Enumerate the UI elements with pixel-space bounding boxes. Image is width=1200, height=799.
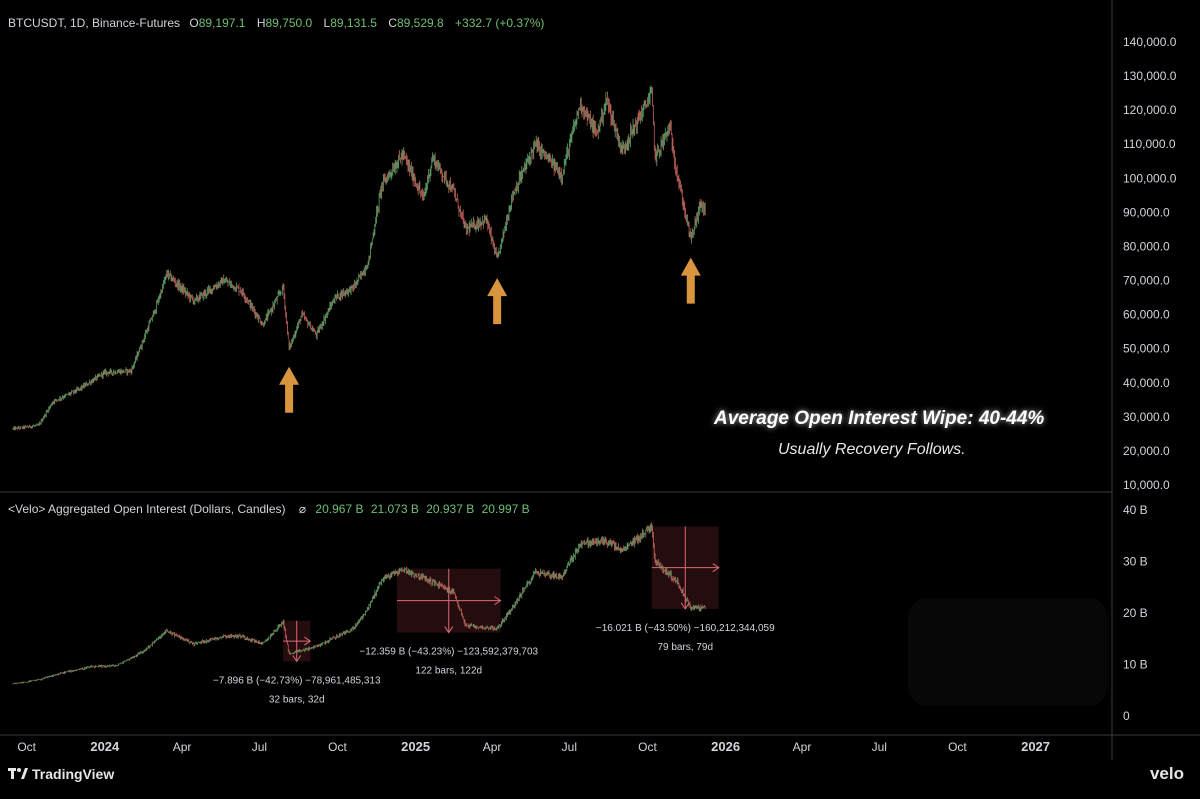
measure-label: −7.896 B (−42.73%) −78,961,485,313 (213, 675, 381, 686)
time-tick-label: Oct (948, 740, 967, 754)
oi-measurements: −7.896 B (−42.73%) −78,961,485,313 32 bar… (213, 526, 775, 705)
time-tick-label: 2026 (711, 739, 740, 754)
oi-tick-label: 20 B (1123, 606, 1148, 620)
price-tick-label: 10,000.0 (1123, 478, 1170, 492)
measure-label: −16.021 B (−43.50%) −160,212,344,059 (596, 623, 775, 634)
close-label: C (388, 16, 397, 30)
price-tick-label: 110,000.0 (1123, 137, 1176, 151)
time-tick-label: Apr (793, 740, 812, 754)
time-tick-label: Jul (252, 740, 267, 754)
time-tick-label: 2025 (401, 739, 430, 754)
measure-bars-label: 79 bars, 79d (657, 642, 713, 653)
oi-value-3: 20.937 B (426, 502, 475, 516)
arrow-up-icon (487, 278, 508, 325)
low-value: 89,131.5 (330, 16, 377, 30)
oi-value-1: 20.967 B (315, 502, 364, 516)
open-value: 89,197.1 (198, 16, 246, 30)
tradingview-text: TradingView (32, 766, 115, 782)
tradingview-icon (8, 768, 28, 779)
price-tick-label: 140,000.0 (1123, 35, 1177, 49)
price-legend: BTCUSDT, 1D, Binance-Futures O89,197.1 H… (8, 16, 548, 30)
oi-tick-label: 40 B (1123, 503, 1148, 517)
time-tick-label: Oct (17, 740, 36, 754)
grid-lines (0, 0, 1200, 760)
overlay-subtitle: Usually Recovery Follows. (778, 441, 966, 458)
time-tick-label: Apr (483, 740, 502, 754)
price-tick-label: 80,000.0 (1123, 239, 1170, 253)
low-label: L (323, 16, 331, 30)
measure-bars-label: 122 bars, 122d (415, 666, 482, 677)
price-tick-label: 30,000.0 (1123, 410, 1170, 424)
time-tick-label: Jul (872, 740, 887, 754)
price-tick-label: 20,000.0 (1123, 444, 1170, 458)
time-tick-label: 2024 (90, 739, 120, 754)
measure-hhead (304, 636, 312, 646)
oi-value-2: 21.073 B (370, 502, 419, 516)
oi-symbol-icon[interactable]: ⌀ (298, 502, 307, 516)
oi-tick-label: 0 (1123, 709, 1130, 723)
measure-vhead (444, 626, 454, 634)
oi-legend: <Velo> Aggregated Open Interest (Dollars… (8, 502, 534, 516)
time-tick-label: Oct (328, 740, 347, 754)
measure-vhead (292, 655, 302, 663)
price-markers (279, 257, 1108, 706)
symbol-label[interactable]: BTCUSDT, 1D, Binance-Futures (8, 16, 181, 30)
price-tick-label: 40,000.0 (1123, 376, 1170, 390)
oi-value-4: 20.997 B (481, 502, 530, 516)
tradingview-logo[interactable]: TradingView (8, 766, 114, 782)
time-tick-label: Oct (638, 740, 657, 754)
high-label: H (256, 16, 266, 30)
measure-label: −12.359 B (−43.23%) −123,592,379,703 (359, 647, 538, 658)
measure-hhead (494, 596, 502, 606)
close-value: 89,529.8 (396, 16, 444, 30)
price-tick-label: 50,000.0 (1123, 342, 1170, 356)
price-tick-label: 90,000.0 (1123, 205, 1170, 219)
price-tick-label: 100,000.0 (1123, 171, 1177, 185)
oi-tick-label: 30 B (1123, 555, 1148, 569)
measure-bars-label: 32 bars, 32d (269, 694, 325, 705)
redacted-area (908, 598, 1108, 706)
price-tick-label: 130,000.0 (1123, 69, 1177, 83)
time-tick-label: Jul (562, 740, 577, 754)
change-value: +332.7 (+0.37%) (455, 16, 545, 30)
price-tick-label: 60,000.0 (1123, 308, 1170, 322)
high-value: 89,750.0 (265, 16, 313, 30)
overlay-title: Average Open Interest Wipe: 40-44% (714, 408, 1045, 429)
axes: 140,000.0 130,000.0 120,000.0 110,000.0 100,… (17, 35, 1176, 754)
price-series (12, 85, 706, 431)
oi-tick-label: 10 B (1123, 658, 1148, 672)
time-tick-label: 2027 (1021, 739, 1050, 754)
arrow-up-icon (279, 366, 300, 413)
price-tick-label: 70,000.0 (1123, 274, 1170, 288)
time-tick-label: Apr (173, 740, 192, 754)
measure-hhead (712, 563, 720, 573)
open-label: O (189, 16, 199, 30)
oi-series (12, 522, 706, 685)
velo-logo[interactable]: velo (1149, 764, 1184, 783)
price-tick-label: 120,000.0 (1123, 103, 1177, 117)
oi-title[interactable]: <Velo> Aggregated Open Interest (Dollars… (8, 502, 286, 516)
arrow-up-icon (680, 257, 701, 304)
